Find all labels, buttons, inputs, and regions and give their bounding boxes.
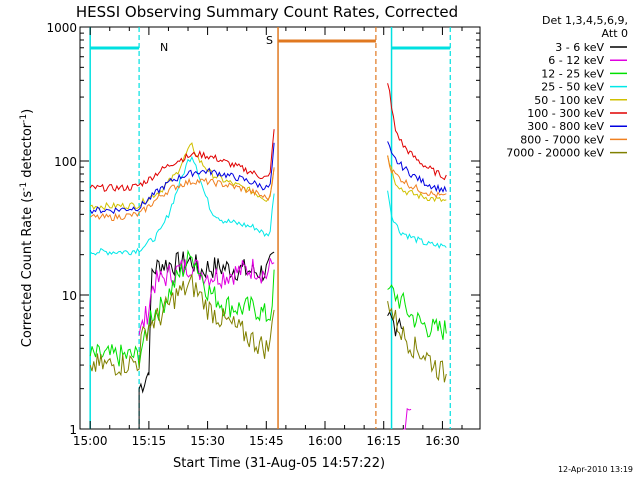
series-group	[89, 83, 447, 430]
y-label-main: Corrected Count Rate (s	[20, 191, 35, 348]
night-label: N	[160, 41, 168, 54]
y-label-mid: detector	[20, 122, 35, 182]
series-line-7-seg-1	[387, 155, 447, 199]
legend-label-2: 12 - 25 keV	[541, 67, 604, 80]
legend-label-7: 800 - 7000 keV	[520, 133, 604, 146]
y-axis-label: Corrected Count Rate (s-1 detector-1)	[19, 109, 35, 347]
y-tick-label-1: 10	[62, 289, 77, 303]
series-line-3-seg-0	[89, 155, 275, 256]
legend-header-line1: Det 1,3,4,5,6,9,	[542, 14, 628, 27]
series-line-8-seg-0	[89, 274, 275, 377]
series-line-4-seg-1	[387, 155, 447, 203]
series-line-5-seg-1	[387, 83, 447, 181]
y-label-end: )	[20, 109, 35, 114]
plot-frame	[79, 26, 481, 430]
legend-label-8: 7000 - 20000 keV	[506, 147, 604, 160]
x-tick-label-4: 16:00	[308, 434, 343, 448]
series-line-7-seg-0	[89, 167, 275, 221]
series-line-0-seg-1	[387, 310, 404, 337]
x-tick-label-0: 15:00	[73, 434, 108, 448]
legend-header-line2: Att 0	[602, 27, 628, 40]
legend-label-4: 50 - 100 keV	[534, 94, 604, 107]
x-axis-label: Start Time (31-Aug-05 14:57:22)	[173, 456, 385, 471]
series-line-2-seg-1	[387, 284, 447, 340]
y-tick-label-2: 100	[54, 155, 77, 169]
series-line-3-seg-1	[387, 190, 447, 250]
axes: 15:00 15:15 15:30 15:45 16:00 16:15 16:30 1 10 10…	[46, 21, 480, 448]
series-line-8-seg-1	[387, 301, 447, 383]
series-line-6-seg-1	[387, 141, 447, 194]
legend-label-1: 6 - 12 keV	[548, 54, 604, 67]
series-line-6-seg-0	[89, 142, 275, 215]
x-tick-label-2: 15:30	[190, 434, 225, 448]
x-tick-label-5: 16:15	[366, 434, 401, 448]
x-tick-label-1: 15:15	[132, 434, 167, 448]
series-line-1-seg-0	[138, 258, 275, 336]
y-label-sup1: -1	[19, 182, 29, 191]
x-tick-label-3: 15:45	[249, 434, 284, 448]
chart-title: HESSI Observing Summary Count Rates, Cor…	[76, 3, 458, 21]
series-line-2-seg-0	[89, 249, 275, 367]
series-line-5-seg-0	[89, 129, 275, 192]
x-tick-label-6: 16:30	[425, 434, 460, 448]
legend-label-0: 3 - 6 keV	[555, 41, 604, 54]
y-label-sup2: -1	[19, 114, 29, 123]
y-tick-label-3: 1000	[46, 21, 77, 35]
legend-label-6: 300 - 800 keV	[527, 120, 604, 133]
legend-label-5: 100 - 300 keV	[527, 107, 604, 120]
overlay-lines	[89, 27, 451, 429]
timestamp: 12-Apr-2010 13:19	[558, 465, 633, 474]
y-tick-label-0: 1	[69, 423, 77, 437]
saa-label: S	[266, 34, 273, 47]
series-line-1-seg-1	[403, 407, 412, 430]
legend-label-3: 25 - 50 keV	[541, 81, 604, 94]
series-line-0-seg-0	[138, 251, 275, 429]
